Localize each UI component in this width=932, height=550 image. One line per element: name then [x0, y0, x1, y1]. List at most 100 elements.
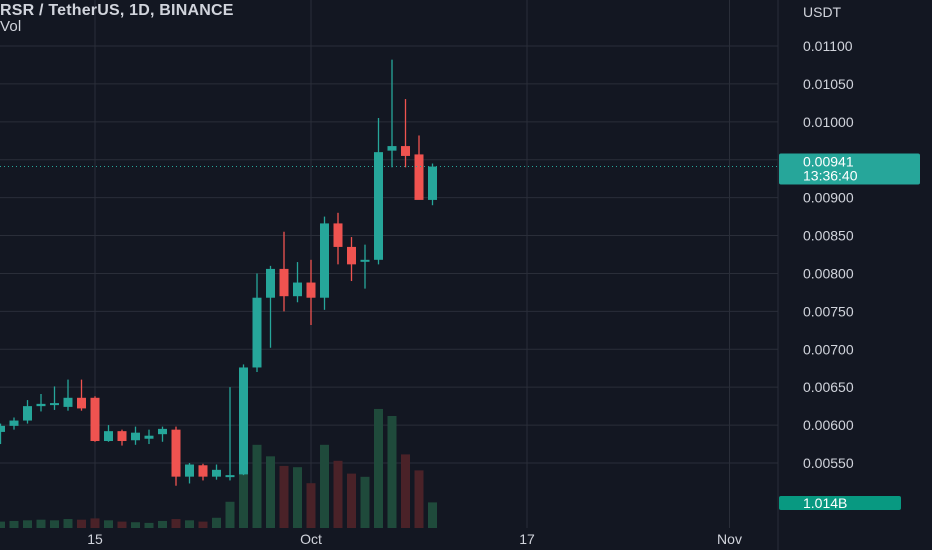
candle: [347, 237, 356, 282]
volume-bar: [23, 520, 32, 528]
candle: [428, 163, 437, 206]
candle: [212, 464, 221, 480]
candle: [36, 394, 46, 412]
candle-body: [347, 246, 356, 265]
price-tick-label: 0.00850: [803, 228, 854, 244]
candle: [198, 463, 208, 481]
candle: [252, 273, 262, 373]
candle-body: [117, 431, 127, 442]
candle: [63, 379, 73, 411]
candle: [144, 429, 154, 445]
candle-body: [0, 425, 5, 432]
price-tick-label: 0.00750: [803, 303, 854, 319]
volume-bar: [0, 521, 5, 528]
time-axis: 15 Oct 17 Nov: [87, 531, 742, 547]
candle: [279, 231, 289, 312]
candle: [320, 216, 329, 310]
candle: [374, 118, 383, 265]
candle-body: [306, 282, 316, 298]
price-tick-label: 0.00550: [803, 455, 854, 471]
price-tick-label: 0.00600: [803, 417, 854, 433]
volume-bar: [360, 476, 370, 528]
volume-indicator-label[interactable]: Vol: [0, 18, 22, 35]
candle-body: [158, 428, 167, 435]
candle: [0, 423, 5, 445]
candle: [266, 265, 275, 348]
last-price-badge: 0.00941 13:36:40: [779, 153, 920, 185]
candle-series: [0, 59, 437, 486]
candle-body: [293, 282, 302, 297]
candle-body: [212, 469, 221, 477]
price-tick-label: 0.00700: [803, 341, 854, 357]
candle-body: [144, 435, 154, 439]
candle-body: [225, 475, 235, 478]
volume-bar: [414, 470, 424, 528]
candle: [104, 425, 113, 442]
candle-body: [239, 367, 248, 475]
candle-body: [23, 406, 32, 421]
candle-body: [374, 152, 383, 260]
price-tick-label: 0.00650: [803, 379, 854, 395]
candle-body: [9, 420, 19, 426]
volume-bar: [198, 521, 208, 528]
volume-bar: [333, 460, 343, 528]
last-price-value: 0.00941: [803, 154, 854, 170]
volume-bar: [387, 416, 397, 528]
candle: [239, 364, 248, 476]
volume-bar: [171, 519, 181, 528]
price-tick-label: 0.01050: [803, 76, 854, 92]
volume-bar: [293, 467, 302, 528]
candle: [131, 426, 140, 445]
volume-bar: [50, 520, 59, 528]
price-tick-label: 0.00800: [803, 265, 854, 281]
candle-body: [360, 259, 370, 262]
candle-body: [252, 297, 262, 368]
volume-bar: [9, 520, 19, 528]
time-tick-label: 15: [87, 531, 103, 547]
price-tick-label: 0.01100: [803, 38, 853, 54]
volume-bar: [428, 502, 437, 528]
candle: [360, 244, 370, 289]
volume-bar: [306, 483, 316, 528]
candle: [387, 59, 397, 168]
volume-bar: [77, 519, 86, 528]
time-tick-label: Nov: [717, 531, 742, 547]
volume-bar: [144, 522, 154, 528]
symbol-title[interactable]: RSR / TetherUS, 1D, BINANCE: [0, 2, 234, 19]
candle-body: [185, 464, 194, 477]
candle-body: [279, 268, 289, 297]
candle: [414, 135, 424, 200]
volume-bar: [104, 520, 113, 528]
candle: [293, 262, 302, 303]
price-axis-currency: USDT: [803, 4, 842, 20]
volume-bar: [225, 501, 235, 528]
volume-bar: [117, 521, 127, 528]
volume-bar: [401, 454, 410, 528]
volume-series: [0, 408, 437, 528]
candle: [9, 417, 19, 430]
volume-bar: [347, 473, 356, 528]
candle-body: [414, 154, 424, 200]
candle-body: [90, 397, 100, 442]
candle-body: [77, 397, 86, 409]
candle-body: [131, 432, 140, 441]
volume-bar: [239, 469, 248, 528]
chart-legend: RSR / TetherUS, 1D, BINANCE Vol: [0, 2, 234, 35]
candle-body: [171, 429, 181, 477]
candle-body: [266, 268, 275, 298]
candle-body: [104, 431, 113, 442]
candle-body: [428, 166, 437, 200]
volume-bar: [63, 519, 73, 528]
time-tick-label: 17: [519, 531, 535, 547]
candle: [158, 426, 167, 442]
candle: [90, 396, 100, 442]
bar-countdown: 13:36:40: [803, 168, 858, 184]
candle-body: [50, 403, 59, 406]
candle: [333, 212, 343, 265]
volume-bar: [279, 465, 289, 528]
volume-value: 1.014B: [803, 495, 847, 511]
candle: [401, 99, 410, 168]
volume-bar: [374, 408, 383, 528]
candle: [50, 386, 59, 410]
